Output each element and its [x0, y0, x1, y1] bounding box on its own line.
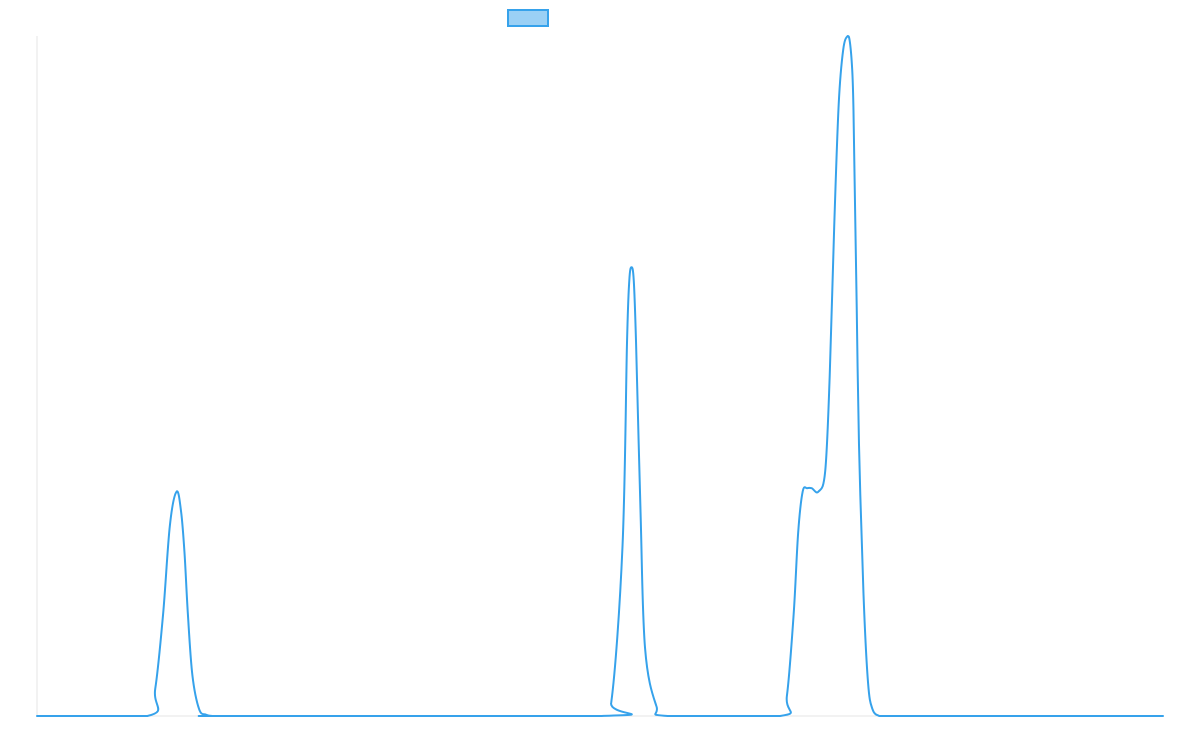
legend [507, 9, 549, 27]
chart-series [36, 35, 1164, 718]
series-line-0 [36, 35, 1164, 718]
legend-swatch [507, 9, 549, 27]
chart-axes [36, 36, 1163, 717]
